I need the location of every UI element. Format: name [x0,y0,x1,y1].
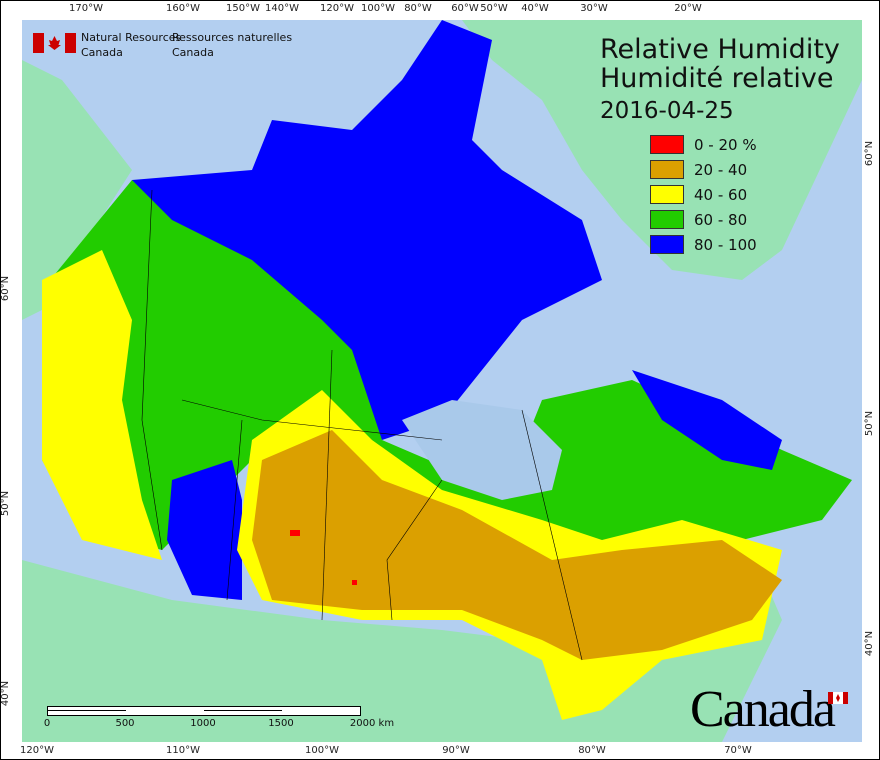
top-tick-label: 100°W [361,3,395,14]
left-tick-label: 50°N [0,490,12,517]
region-0-20 [290,530,357,585]
bottom-tick-label: 70°W [724,745,752,756]
top-tick-label: 80°W [404,3,432,14]
humidity-map [22,20,862,742]
region-80-100-east [632,370,782,470]
scale-label: 500 [115,718,135,729]
canada-wordmark: Canada [690,681,836,738]
legend-swatch [650,185,684,204]
legend-swatch [650,210,684,229]
top-tick-label: 50°W [480,3,508,14]
right-tick-label: 50°N [864,410,876,437]
top-tick-label: 170°W [69,3,103,14]
provincial-borders [141,189,583,661]
top-tick-label: 140°W [265,3,299,14]
legend-label: 40 - 60 [694,185,748,204]
alaska [22,60,132,320]
right-tick-label: 60°N [864,140,876,167]
bottom-tick-label: 120°W [20,745,54,756]
legend-item: 0 - 20 % [650,132,757,157]
legend-item: 80 - 100 [650,232,757,257]
legend-item: 60 - 80 [650,207,757,232]
top-tick-label: 160°W [166,3,200,14]
bottom-tick-label: 80°W [578,745,606,756]
legend-label: 20 - 40 [694,160,748,179]
scale-bar [47,706,361,716]
bottom-tick-label: 100°W [305,745,339,756]
wordmark-flag-icon [828,692,848,704]
top-tick-label: 60°W [451,3,479,14]
agency-name-en: Natural Resources Canada [81,31,182,59]
top-tick-label: 40°W [521,3,549,14]
scale-label: 1000 [190,718,216,729]
right-tick-label: 40°N [864,630,876,657]
left-tick-label: 60°N [0,275,12,302]
scale-label: 2000 km [349,718,395,729]
region-60-80 [42,180,852,550]
region-80-100-west [167,460,242,600]
left-tick-label: 40°N [0,680,12,707]
top-tick-label: 150°W [226,3,260,14]
legend-swatch [650,235,684,254]
legend-item: 20 - 40 [650,157,757,182]
agency-name-fr: Ressources naturelles Canada [172,31,293,59]
legend-label: 60 - 80 [694,210,748,229]
map-date: 2016-04-25 [600,98,734,124]
legend-swatch [650,135,684,154]
legend: 0 - 20 % 20 - 40 40 - 60 60 - 80 80 - 10… [650,132,757,257]
legend-label: 0 - 20 % [694,135,757,154]
top-tick-label: 120°W [320,3,354,14]
top-tick-label: 20°W [674,3,702,14]
region-20-40 [252,430,782,660]
legend-label: 80 - 100 [694,235,757,254]
legend-item: 40 - 60 [650,182,757,207]
title-en: Relative Humidity [600,34,840,65]
canada-flag-icon [33,33,76,53]
title-fr: Humidité relative [600,63,834,94]
legend-swatch [650,160,684,179]
top-tick-label: 30°W [580,3,608,14]
scale-label: 0 [43,718,51,729]
hudson-bay [402,400,562,500]
scale-label: 1500 [268,718,294,729]
bottom-tick-label: 90°W [442,745,470,756]
bottom-tick-label: 110°W [166,745,200,756]
